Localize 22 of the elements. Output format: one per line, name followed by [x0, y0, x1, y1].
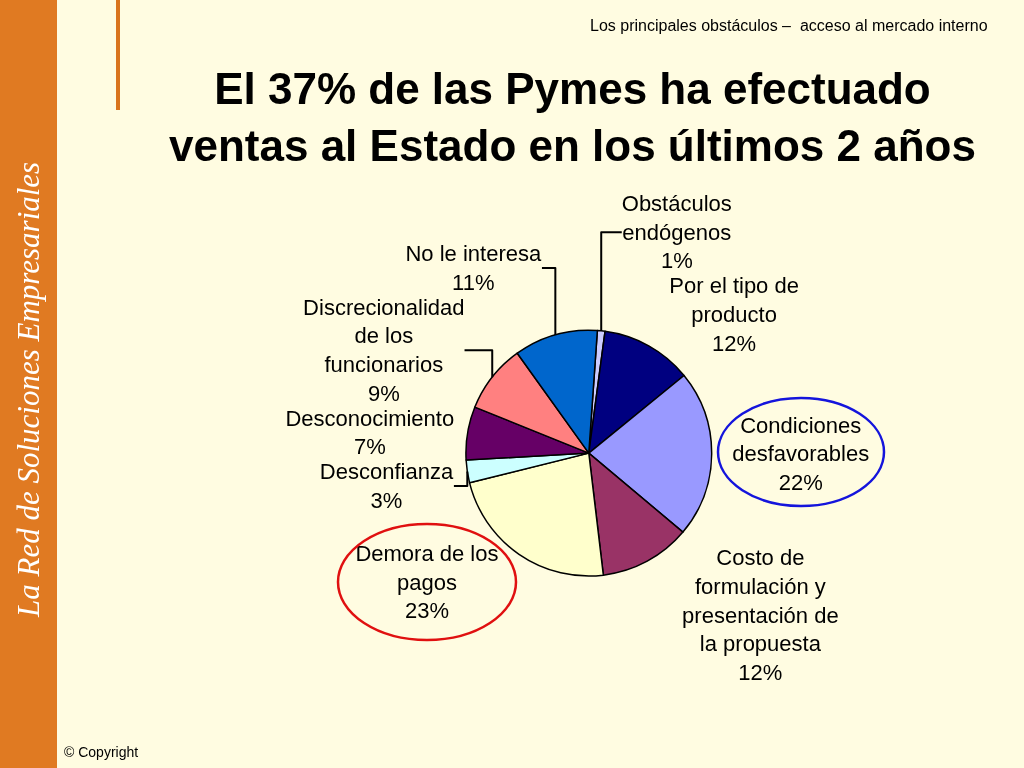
slice-label: Condiciones desfavorables	[732, 412, 870, 467]
slice-label: Discrecionalidad de los funcionarios	[303, 294, 465, 377]
slice-label: Por el tipo de producto	[669, 273, 799, 328]
data-label: 11%	[452, 269, 495, 295]
data-label: 9%	[367, 380, 400, 406]
slice-label: No le interesa	[405, 241, 542, 267]
chart-title: El 37% de las Pymes ha efectuado ventas al Estado en los últimos 2 años	[169, 64, 976, 171]
data-label: 22%	[778, 470, 823, 496]
text: © Copyright	[64, 744, 139, 760]
data-label: 7%	[353, 434, 386, 460]
data-label: 12%	[738, 659, 783, 685]
data-label: 1%	[660, 248, 693, 274]
slice-label: Obstáculos endógenos	[621, 191, 732, 245]
slice-label: Desconfianza	[319, 459, 454, 485]
data-label: 12%	[712, 330, 757, 356]
slice-label: Demora de los pagos	[355, 541, 499, 595]
slice-label: Desconocimiento	[285, 405, 455, 431]
slice-label: Costo de formulación y presentación de la propuesta	[682, 545, 839, 657]
data-label: 23%	[404, 598, 449, 624]
chart-subtitle: Los principales obstáculos – acceso al mercado interno	[590, 17, 988, 34]
data-label: 3%	[370, 487, 403, 513]
text: La Red de Soluciones Empresariales	[11, 161, 46, 618]
